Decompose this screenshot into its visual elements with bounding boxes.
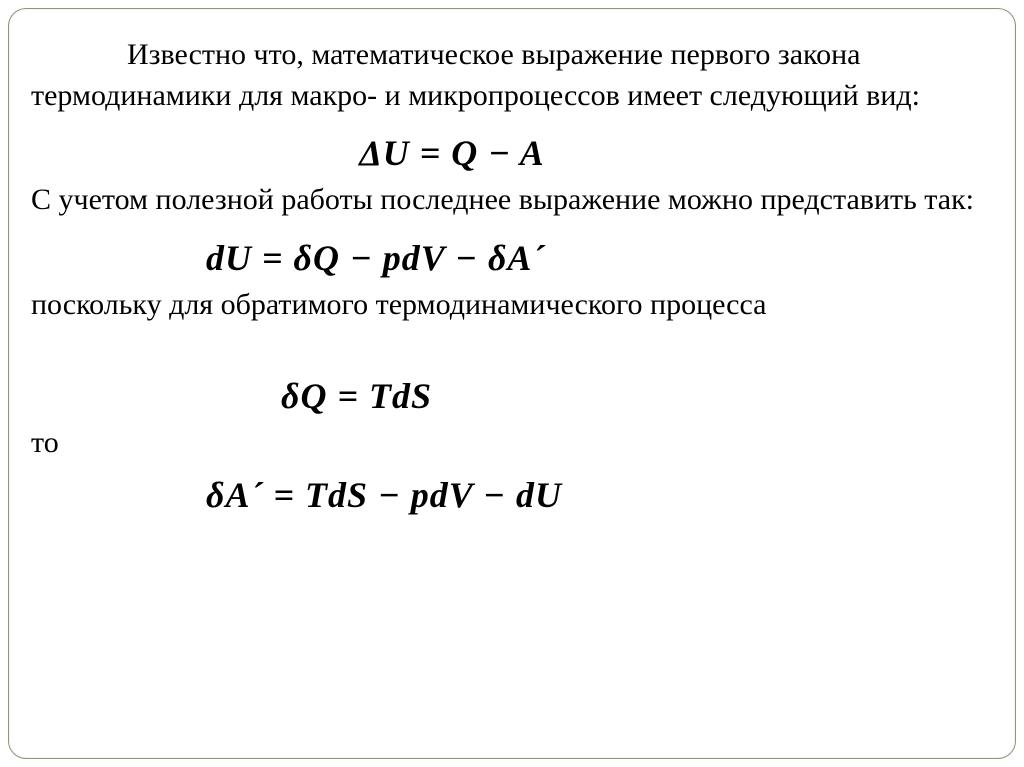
equation-2: dU = δQ − pdV − δA´ xyxy=(31,237,993,279)
slide-frame: Известно что, математическое выражение п… xyxy=(8,8,1016,759)
paragraph-3: поскольку для обратимого термодинамическ… xyxy=(31,285,993,326)
paragraph-2: С учетом полезной работы последнее выраж… xyxy=(31,180,993,221)
spacer xyxy=(31,325,993,365)
equation-3: δQ = TdS xyxy=(31,375,993,417)
slide-content: Известно что, математическое выражение п… xyxy=(9,9,1015,542)
spacer xyxy=(31,221,993,227)
paragraph-4: то xyxy=(31,423,993,464)
equation-4: δA´ = TdS − pdV − dU xyxy=(31,474,993,516)
spacer xyxy=(31,116,993,122)
equation-1: ΔU = Q − A xyxy=(31,132,993,174)
paragraph-1: Известно что, математическое выражение п… xyxy=(31,35,993,116)
